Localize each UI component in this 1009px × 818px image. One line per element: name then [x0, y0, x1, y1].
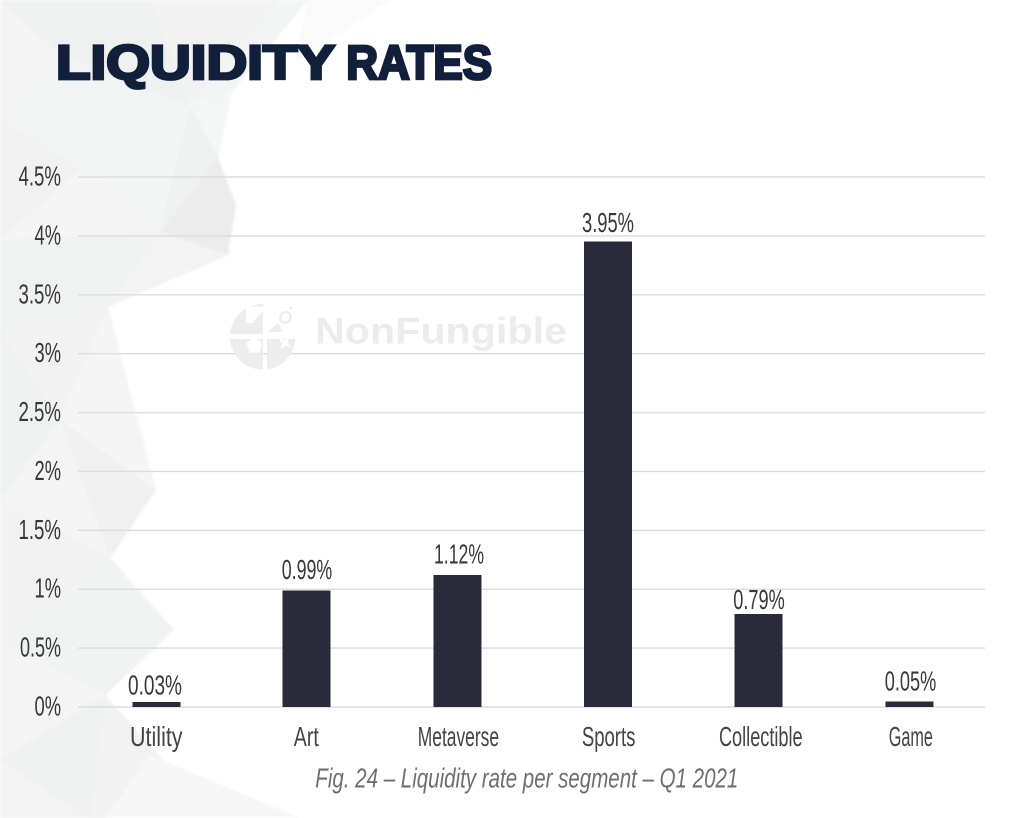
svg-text:0.99%: 0.99%	[282, 554, 333, 585]
svg-text:3.95%: 3.95%	[582, 207, 634, 238]
svg-text:Fig. 24 – Liquidity rate per s: Fig. 24 – Liquidity rate per segment – Q…	[315, 763, 738, 794]
svg-text:Collectible: Collectible	[719, 721, 803, 752]
svg-text:3.5%: 3.5%	[19, 278, 62, 309]
svg-text:1.12%: 1.12%	[434, 539, 484, 570]
svg-text:Game: Game	[889, 721, 933, 752]
svg-text:LIQUIDITY: LIQUIDITY	[56, 37, 335, 90]
svg-text:2.5%: 2.5%	[19, 396, 62, 427]
svg-text:0.03%: 0.03%	[128, 670, 182, 701]
svg-text:Metaverse: Metaverse	[418, 721, 499, 752]
svg-text:1%: 1%	[35, 573, 62, 604]
svg-text:Sports: Sports	[582, 721, 636, 752]
svg-text:4%: 4%	[35, 219, 62, 250]
svg-text:4.5%: 4.5%	[19, 161, 62, 192]
svg-text:0.79%: 0.79%	[733, 584, 785, 615]
svg-text:Utility: Utility	[130, 721, 183, 752]
svg-text:3%: 3%	[35, 337, 62, 368]
svg-text:NonFungible: NonFungible	[315, 310, 567, 352]
svg-text:0.5%: 0.5%	[20, 632, 61, 663]
svg-text:1.5%: 1.5%	[19, 514, 62, 545]
svg-text:Art: Art	[294, 721, 319, 752]
svg-text:0.05%: 0.05%	[885, 666, 937, 697]
svg-text:RATES: RATES	[346, 37, 492, 90]
svg-text:2%: 2%	[35, 455, 62, 486]
svg-text:0%: 0%	[35, 690, 62, 721]
